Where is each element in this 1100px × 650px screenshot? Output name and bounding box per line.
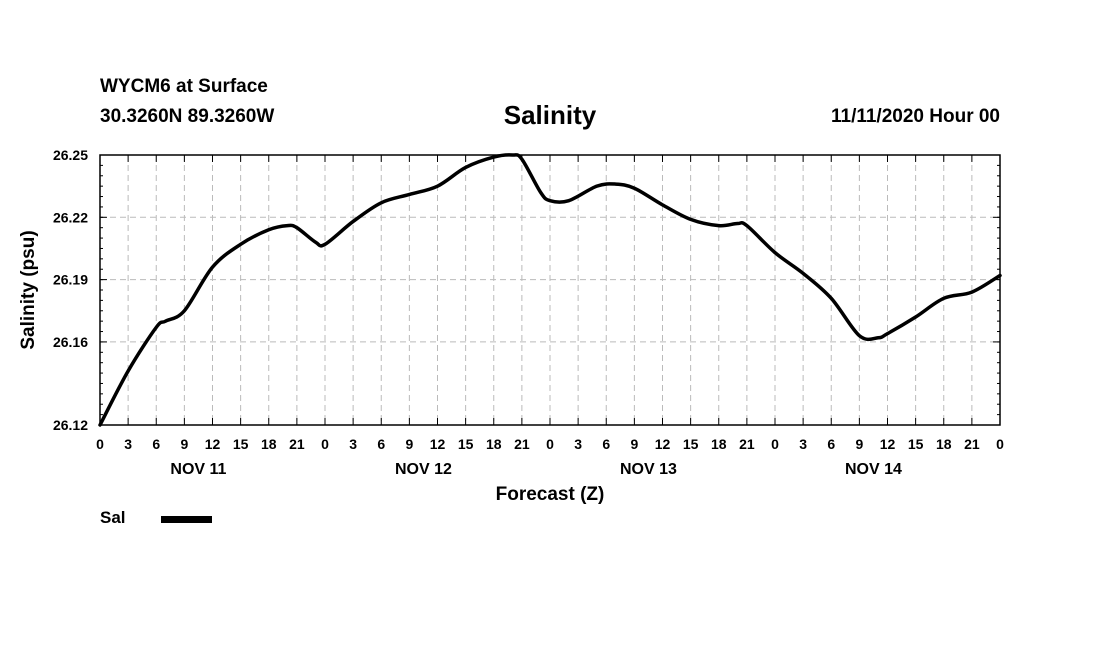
x-tick-label: 12 — [655, 436, 671, 452]
x-tick-label: 6 — [152, 436, 160, 452]
x-tick-label: 0 — [996, 436, 1004, 452]
x-tick-label: 9 — [630, 436, 638, 452]
x-tick-label: 15 — [233, 436, 249, 452]
y-tick-label: 26.22 — [53, 209, 88, 225]
x-tick-label: 6 — [602, 436, 610, 452]
x-tick-label: 12 — [205, 436, 221, 452]
x-tick-label: 0 — [771, 436, 779, 452]
x-tick-label: 0 — [546, 436, 554, 452]
y-tick-label: 26.16 — [53, 334, 88, 350]
x-tick-label: 6 — [377, 436, 385, 452]
x-tick-label: 0 — [96, 436, 104, 452]
x-tick-label: 6 — [827, 436, 835, 452]
day-label: NOV 11 — [170, 461, 226, 478]
x-tick-label: 18 — [936, 436, 952, 452]
x-tick-label: 3 — [349, 436, 357, 452]
chart-title: Salinity — [503, 100, 597, 130]
forecast-run-label: 11/11/2020 Hour 00 — [830, 106, 1000, 127]
x-tick-label: 0 — [321, 436, 329, 452]
x-tick-label: 15 — [908, 436, 924, 452]
x-tick-label: 21 — [289, 436, 305, 452]
legend-swatch — [161, 516, 212, 523]
plot-frame — [99, 154, 1001, 426]
x-tick-label: 18 — [261, 436, 277, 452]
x-tick-label: 18 — [711, 436, 727, 452]
x-tick-label: 3 — [124, 436, 132, 452]
x-tick-label: 9 — [180, 436, 188, 452]
x-tick-label: 9 — [405, 436, 413, 452]
day-label: NOV 12 — [395, 461, 452, 478]
x-tick-label: 21 — [964, 436, 980, 452]
y-tick-label: 26.12 — [53, 417, 88, 433]
y-tick-label: 26.25 — [53, 147, 88, 163]
x-tick-label: 12 — [880, 436, 896, 452]
day-label: NOV 14 — [845, 461, 902, 478]
x-tick-label: 3 — [574, 436, 582, 452]
x-tick-label: 21 — [514, 436, 530, 452]
x-axis-label: Forecast (Z) — [496, 484, 605, 505]
x-tick-label: 18 — [486, 436, 502, 452]
x-tick-label: 3 — [799, 436, 807, 452]
y-tick-label: 26.19 — [53, 272, 88, 288]
station-label: WYCM6 at Surface — [100, 76, 268, 97]
x-tick-label: 9 — [855, 436, 863, 452]
y-axis-label: Salinity (psu) — [18, 230, 39, 349]
x-tick-label: 12 — [430, 436, 446, 452]
coordinates-label: 30.3260N 89.3260W — [100, 106, 275, 127]
x-tick-label: 15 — [458, 436, 474, 452]
legend-label: Sal — [100, 508, 126, 527]
day-label: NOV 13 — [620, 461, 677, 478]
series-line-sal — [98, 153, 1002, 427]
x-tick-label: 15 — [683, 436, 699, 452]
x-tick-label: 21 — [739, 436, 755, 452]
